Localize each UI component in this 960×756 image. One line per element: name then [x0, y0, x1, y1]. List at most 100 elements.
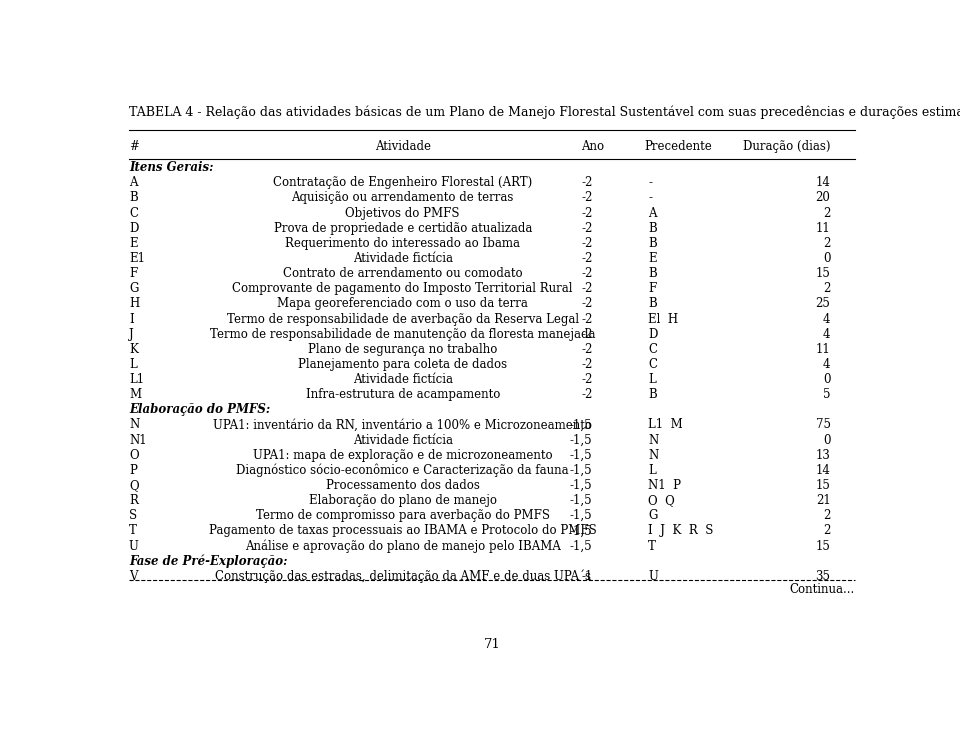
Text: -2: -2 — [581, 222, 592, 234]
Text: -2: -2 — [581, 388, 592, 401]
Text: -2: -2 — [581, 191, 592, 204]
Text: L: L — [648, 464, 656, 477]
Text: -2: -2 — [581, 327, 592, 341]
Text: -2: -2 — [581, 267, 592, 280]
Text: Q: Q — [129, 479, 138, 492]
Text: B: B — [648, 222, 657, 234]
Text: B: B — [648, 388, 657, 401]
Text: -1,5: -1,5 — [570, 434, 592, 447]
Text: H: H — [129, 297, 139, 311]
Text: -2: -2 — [581, 342, 592, 356]
Text: Infra-estrutura de acampamento: Infra-estrutura de acampamento — [305, 388, 500, 401]
Text: D: D — [648, 327, 658, 341]
Text: 11: 11 — [816, 342, 830, 356]
Text: N: N — [648, 449, 659, 462]
Text: Fase de Pré-Exploração:: Fase de Pré-Exploração: — [129, 555, 287, 569]
Text: Atividade fictícia: Atividade fictícia — [352, 434, 453, 447]
Text: L1  M: L1 M — [648, 419, 683, 432]
Text: 15: 15 — [816, 267, 830, 280]
Text: UPA1: mapa de exploração e de microzoneamento: UPA1: mapa de exploração e de microzonea… — [252, 449, 553, 462]
Text: Duração (dias): Duração (dias) — [743, 140, 830, 153]
Text: O: O — [129, 449, 138, 462]
Text: 0: 0 — [823, 252, 830, 265]
Text: Itens Gerais:: Itens Gerais: — [129, 161, 213, 174]
Text: L: L — [648, 373, 656, 386]
Text: Termo de responsabilidade de averbação da Reserva Legal: Termo de responsabilidade de averbação d… — [227, 312, 579, 326]
Text: -1,5: -1,5 — [570, 419, 592, 432]
Text: Contratação de Engenheiro Florestal (ART): Contratação de Engenheiro Florestal (ART… — [273, 176, 533, 189]
Text: G: G — [648, 510, 658, 522]
Text: 75: 75 — [815, 419, 830, 432]
Text: N: N — [129, 419, 139, 432]
Text: N: N — [648, 434, 659, 447]
Text: F: F — [648, 282, 657, 296]
Text: N1  P: N1 P — [648, 479, 682, 492]
Text: -2: -2 — [581, 358, 592, 371]
Text: Atividade: Atividade — [374, 140, 431, 153]
Text: Objetivos do PMFS: Objetivos do PMFS — [346, 206, 460, 219]
Text: O  Q: O Q — [648, 494, 675, 507]
Text: -2: -2 — [581, 176, 592, 189]
Text: J: J — [129, 327, 133, 341]
Text: -2: -2 — [581, 206, 592, 219]
Text: -2: -2 — [581, 282, 592, 296]
Text: Construção das estradas, delimitação da AMF e de duas UPA´s: Construção das estradas, delimitação da … — [215, 570, 590, 584]
Text: 5: 5 — [823, 388, 830, 401]
Text: Ano: Ano — [581, 140, 604, 153]
Text: Termo de compromisso para averbação do PMFS: Termo de compromisso para averbação do P… — [255, 510, 550, 522]
Text: I  J  K  R  S: I J K R S — [648, 525, 713, 538]
Text: E: E — [648, 252, 657, 265]
Text: 13: 13 — [816, 449, 830, 462]
Text: -1: -1 — [581, 570, 592, 583]
Text: 71: 71 — [484, 638, 500, 651]
Text: Elaboração do plano de manejo: Elaboração do plano de manejo — [309, 494, 496, 507]
Text: 0: 0 — [823, 434, 830, 447]
Text: M: M — [129, 388, 141, 401]
Text: I: I — [129, 312, 133, 326]
Text: U: U — [648, 570, 659, 583]
Text: Pagamento de taxas processuais ao IBAMA e Protocolo do PMFS: Pagamento de taxas processuais ao IBAMA … — [209, 525, 596, 538]
Text: 4: 4 — [823, 327, 830, 341]
Text: E1: E1 — [129, 252, 145, 265]
Text: S: S — [129, 510, 137, 522]
Text: UPA1: inventário da RN, inventário a 100% e Microzoneamento: UPA1: inventário da RN, inventário a 100… — [213, 419, 592, 432]
Text: 11: 11 — [816, 222, 830, 234]
Text: -2: -2 — [581, 297, 592, 311]
Text: Análise e aprovação do plano de manejo pelo IBAMA: Análise e aprovação do plano de manejo p… — [245, 540, 561, 553]
Text: -2: -2 — [581, 373, 592, 386]
Text: T: T — [129, 525, 137, 538]
Text: Processamento dos dados: Processamento dos dados — [325, 479, 480, 492]
Text: Planejamento para coleta de dados: Planejamento para coleta de dados — [299, 358, 507, 371]
Text: U: U — [129, 540, 139, 553]
Text: Contrato de arrendamento ou comodato: Contrato de arrendamento ou comodato — [283, 267, 522, 280]
Text: D: D — [129, 222, 138, 234]
Text: 4: 4 — [823, 358, 830, 371]
Text: -1,5: -1,5 — [570, 494, 592, 507]
Text: -1,5: -1,5 — [570, 464, 592, 477]
Text: B: B — [648, 267, 657, 280]
Text: N1: N1 — [129, 434, 147, 447]
Text: -1,5: -1,5 — [570, 525, 592, 538]
Text: K: K — [129, 342, 138, 356]
Text: -: - — [648, 176, 652, 189]
Text: F: F — [129, 267, 137, 280]
Text: 2: 2 — [823, 510, 830, 522]
Text: B: B — [648, 237, 657, 249]
Text: El  H: El H — [648, 312, 679, 326]
Text: B: B — [129, 191, 137, 204]
Text: C: C — [648, 358, 658, 371]
Text: V: V — [129, 570, 137, 583]
Text: G: G — [129, 282, 138, 296]
Text: 2: 2 — [823, 282, 830, 296]
Text: -1,5: -1,5 — [570, 449, 592, 462]
Text: A: A — [648, 206, 657, 219]
Text: B: B — [648, 297, 657, 311]
Text: TABELA 4 - Relação das atividades básicas de um Plano de Manejo Florestal Susten: TABELA 4 - Relação das atividades básica… — [129, 105, 960, 119]
Text: L: L — [129, 358, 136, 371]
Text: -1,5: -1,5 — [570, 510, 592, 522]
Text: Aquisição ou arrendamento de terras: Aquisição ou arrendamento de terras — [292, 191, 514, 204]
Text: C: C — [648, 342, 658, 356]
Text: -2: -2 — [581, 252, 592, 265]
Text: 15: 15 — [816, 540, 830, 553]
Text: 14: 14 — [816, 176, 830, 189]
